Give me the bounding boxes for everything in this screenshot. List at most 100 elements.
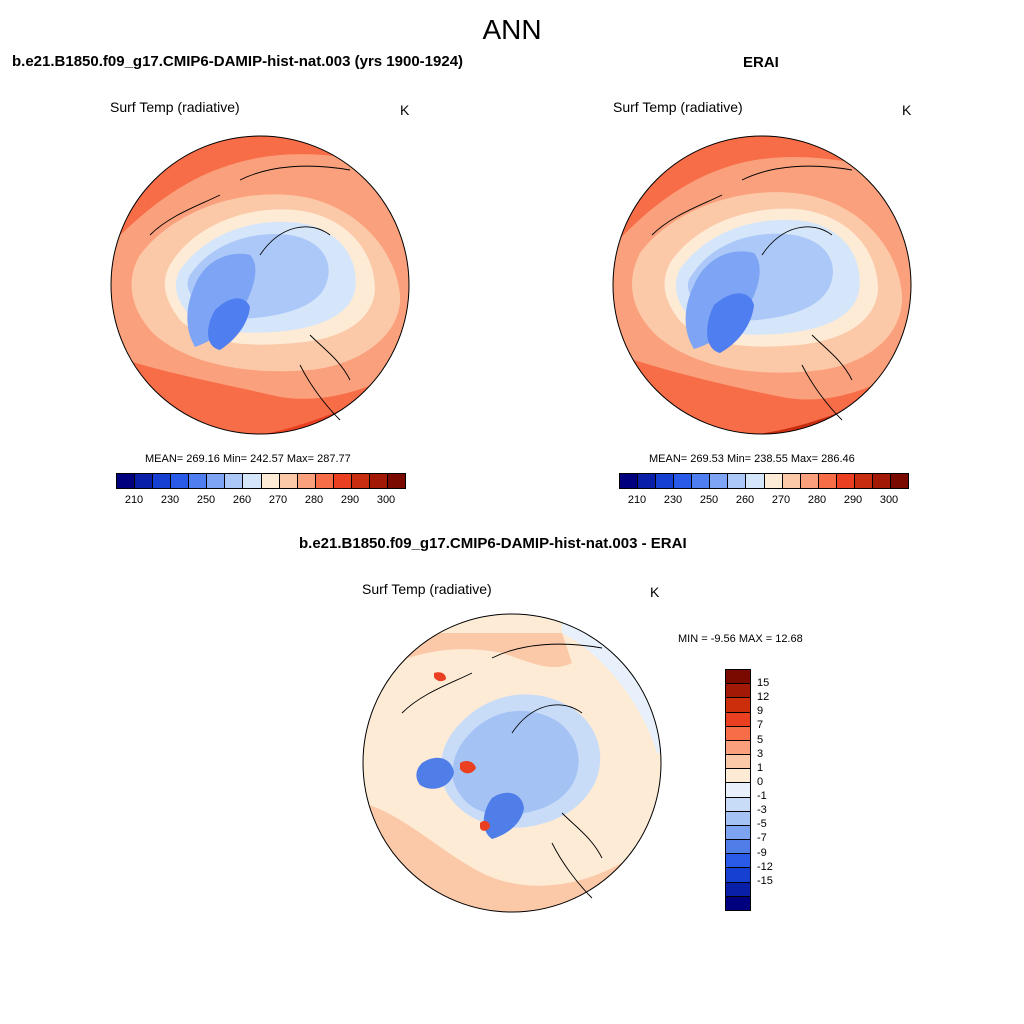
colorbar-tick-label: 9 xyxy=(757,705,764,718)
panel-1-colorbar xyxy=(116,473,406,489)
colorbar-swatch xyxy=(315,474,334,488)
colorbar-swatch xyxy=(726,854,750,869)
colorbar-tick-label: -1 xyxy=(757,790,767,803)
colorbar-tick-label: -3 xyxy=(757,804,767,817)
colorbar-swatch xyxy=(764,474,783,488)
colorbar-tick-label: 230 xyxy=(160,494,180,506)
colorbar-tick-label: 290 xyxy=(843,494,863,506)
colorbar-swatch xyxy=(836,474,855,488)
panel-3-coastline xyxy=(401,643,603,899)
colorbar-swatch xyxy=(710,474,729,488)
colorbar-swatch xyxy=(726,797,750,812)
colorbar-swatch xyxy=(782,474,801,488)
panel-1-units: K xyxy=(400,102,410,118)
panel-2-colorbar-labels: 210 230 250 260 270 280 290 300 xyxy=(619,494,907,508)
colorbar-swatch xyxy=(726,882,750,897)
field-diff-warm xyxy=(363,803,661,912)
colorbar-swatch xyxy=(726,825,750,841)
colorbar-swatch xyxy=(726,783,750,798)
colorbar-swatch xyxy=(726,896,750,910)
colorbar-swatch xyxy=(117,474,136,488)
panel-2-units: K xyxy=(902,102,912,118)
colorbar-tick-label: 7 xyxy=(757,719,764,732)
colorbar-swatch xyxy=(171,474,190,488)
colorbar-tick-label: 210 xyxy=(124,494,144,506)
colorbar-swatch xyxy=(726,811,750,826)
colorbar-tick-label: -9 xyxy=(757,846,767,859)
colorbar-swatch xyxy=(189,474,208,488)
field-diff-hot xyxy=(434,672,446,682)
colorbar-swatch xyxy=(726,712,750,727)
field-cold-deep xyxy=(707,293,754,353)
colorbar-tick-label: 15 xyxy=(757,677,770,690)
colorbar-tick-label: 280 xyxy=(304,494,324,506)
panel-1-title: b.e21.B1850.f09_g17.CMIP6-DAMIP-hist-nat… xyxy=(12,53,464,70)
colorbar-swatch xyxy=(279,474,298,488)
panel-2-title: ERAI xyxy=(743,54,779,71)
colorbar-swatch xyxy=(674,474,693,488)
field-warm-hot xyxy=(111,136,409,245)
colorbar-swatch xyxy=(726,726,750,741)
colorbar-swatch xyxy=(854,474,873,488)
field-cold-mid xyxy=(187,253,256,347)
panel-1-colorbar-labels: 210 230 250 260 270 280 290 300 xyxy=(116,494,404,508)
panel-3-polar-map xyxy=(362,613,662,913)
panel-3-stats: MIN = -9.56 MAX = 12.68 xyxy=(678,633,803,645)
colorbar-swatch xyxy=(297,474,316,488)
colorbar-swatch xyxy=(726,698,750,713)
field-diff-hot xyxy=(460,760,476,774)
colorbar-swatch xyxy=(261,474,280,488)
colorbar-swatch xyxy=(333,474,352,488)
colorbar-tick-label: -15 xyxy=(757,874,773,887)
colorbar-tick-label: 270 xyxy=(771,494,791,506)
colorbar-tick-label: 270 xyxy=(268,494,288,506)
colorbar-swatch xyxy=(726,755,750,770)
colorbar-swatch xyxy=(800,474,819,488)
panel-1-variable-label: Surf Temp (radiative) xyxy=(110,99,240,115)
colorbar-swatch xyxy=(818,474,837,488)
colorbar-swatch xyxy=(872,474,891,488)
colorbar-swatch xyxy=(243,474,262,488)
colorbar-swatch xyxy=(890,474,908,488)
colorbar-swatch xyxy=(351,474,370,488)
colorbar-swatch xyxy=(620,474,639,488)
panel-3-title: b.e21.B1850.f09_g17.CMIP6-DAMIP-hist-nat… xyxy=(299,535,687,552)
panel-2-variable-label: Surf Temp (radiative) xyxy=(613,99,743,115)
colorbar-swatch xyxy=(369,474,388,488)
panel-2-colorbar xyxy=(619,473,909,489)
colorbar-swatch xyxy=(387,474,405,488)
colorbar-swatch xyxy=(726,684,750,699)
colorbar-tick-label: -7 xyxy=(757,832,767,845)
colorbar-tick-label: 300 xyxy=(879,494,899,506)
figure-title: ANN xyxy=(482,14,542,45)
colorbar-swatch xyxy=(692,474,711,488)
panel-2-stats: MEAN= 269.53 Min= 238.55 Max= 286.46 xyxy=(649,453,855,465)
field-warm-hot xyxy=(613,136,911,247)
colorbar-swatch xyxy=(726,670,750,685)
colorbar-swatch xyxy=(207,474,226,488)
colorbar-swatch xyxy=(726,740,750,756)
colorbar-swatch xyxy=(153,474,172,488)
colorbar-tick-label: 290 xyxy=(340,494,360,506)
panel-1-coastline xyxy=(149,165,351,421)
colorbar-tick-label: 3 xyxy=(757,747,764,760)
colorbar-tick-label: 250 xyxy=(699,494,719,506)
field-diff-cold-strong xyxy=(483,792,524,839)
panel-3-colorbar-labels: 15 12 9 7 5 3 1 0 -1 -3 -5 -7 -9 -12 -15 xyxy=(757,669,797,909)
colorbar-tick-label: 250 xyxy=(196,494,216,506)
field-diff-hot xyxy=(480,820,490,831)
colorbar-swatch xyxy=(726,769,750,784)
colorbar-tick-label: 300 xyxy=(376,494,396,506)
panel-3-variable-label: Surf Temp (radiative) xyxy=(362,581,492,597)
colorbar-swatch xyxy=(726,868,750,883)
colorbar-swatch xyxy=(656,474,675,488)
colorbar-tick-label: 280 xyxy=(807,494,827,506)
colorbar-tick-label: 260 xyxy=(735,494,755,506)
field-diff-cold-strong xyxy=(416,757,454,789)
colorbar-tick-label: 12 xyxy=(757,691,770,704)
panel-1-stats: MEAN= 269.16 Min= 242.57 Max= 287.77 xyxy=(145,453,351,465)
field-cold-deep xyxy=(208,298,250,350)
field-diff-cold-mid xyxy=(452,710,579,816)
colorbar-swatch xyxy=(746,474,765,488)
panel-2-coastline xyxy=(651,165,853,421)
